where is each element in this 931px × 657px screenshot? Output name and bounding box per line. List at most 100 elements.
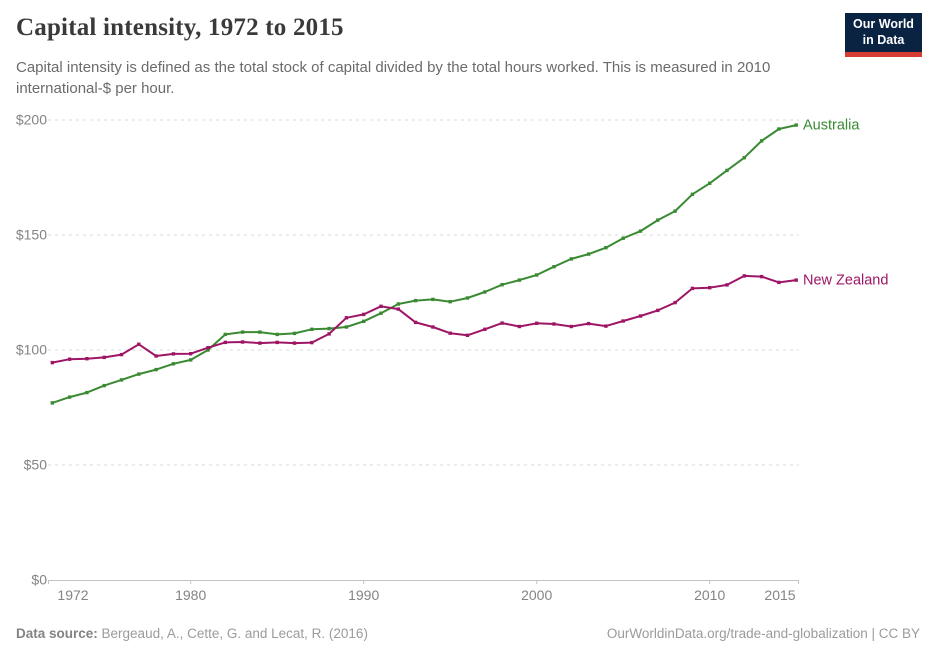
data-point-marker [725,168,729,173]
data-point-marker [448,300,452,304]
data-point-marker [621,319,625,323]
x-axis-label: 2000 [521,587,552,603]
owid-logo-text-line2: in Data [862,32,905,47]
data-point-marker [206,346,210,350]
data-point-marker [310,340,314,345]
data-point-marker [690,192,695,196]
data-point-marker [344,325,349,329]
data-point-marker [552,265,556,269]
data-source-text: Bergeaud, A., Cette, G. and Lecat, R. (2… [97,626,368,641]
data-point-marker [223,340,227,345]
data-point-marker [50,360,54,365]
series-line-australia [51,124,798,404]
data-point-marker [759,139,764,143]
data-point-marker [102,355,106,360]
data-point-marker [171,362,176,366]
data-source-label: Data source: [16,626,98,641]
data-point-marker [638,229,643,233]
data-point-marker [483,290,487,294]
data-point-marker [396,302,400,306]
y-axis-label: $100 [16,342,47,358]
data-point-marker [535,321,539,325]
series-label-new-zealand: New Zealand [803,273,888,289]
data-point-marker [690,286,695,291]
x-axis-label: 1972 [57,587,88,603]
data-point-marker [638,314,643,318]
data-point-marker [327,332,331,336]
owid-url-license: OurWorldinData.org/trade-and-globalizati… [606,626,920,641]
data-point-marker [154,354,158,358]
data-point-marker [171,352,176,356]
data-point-marker [379,311,383,315]
data-point-marker [777,280,781,285]
data-point-marker [604,324,608,328]
data-point-marker [292,331,297,336]
data-point-marker [189,352,193,356]
data-point-marker [431,297,435,302]
data-point-marker [465,296,470,300]
x-axis-label: 1990 [348,587,379,603]
data-point-marker [448,331,452,335]
data-point-marker [258,330,262,334]
data-point-marker [275,332,279,337]
data-point-marker [67,395,72,399]
series-line-new-zealand [51,274,798,364]
data-point-marker [777,127,781,131]
data-point-marker [708,286,712,290]
owid-logo-text-line1: Our World [853,16,914,31]
data-point-marker [431,325,435,329]
data-point-marker [396,307,400,311]
data-point-marker [517,278,522,282]
data-point-marker [586,252,591,256]
data-point-marker [240,330,245,334]
data-point-marker [154,367,158,372]
data-point-marker [586,321,591,326]
data-point-marker [102,383,106,388]
data-point-marker [500,321,504,325]
data-point-marker [344,316,349,320]
data-point-marker [119,352,124,357]
data-point-marker [413,320,418,325]
data-point-marker [483,327,487,331]
data-source-note: Data source: Bergeaud, A., Cette, G. and… [16,626,368,641]
data-point-marker [535,273,539,277]
x-axis-label: 2015 [764,587,795,603]
x-axis-label: 1980 [175,587,206,603]
data-point-marker [621,236,625,240]
data-point-marker [67,357,72,361]
data-point-marker [119,378,124,382]
data-point-marker [413,298,418,303]
data-point-marker [569,324,573,329]
data-point-marker [327,326,331,331]
data-point-marker [500,283,504,287]
data-point-marker [552,322,556,326]
data-point-marker [708,181,712,185]
owid-logo: Our World in Data [845,13,922,57]
data-point-marker [292,341,297,345]
y-axis-label: $150 [16,227,47,243]
y-axis-label: $0 [31,572,47,588]
data-point-marker [85,390,89,395]
data-point-marker [85,357,89,361]
data-point-marker [189,358,193,362]
y-axis-label: $50 [24,457,48,473]
data-point-marker [362,312,366,317]
data-point-marker [794,123,798,127]
data-point-marker [673,209,677,213]
data-point-marker [569,257,573,261]
series-label-australia: Australia [803,118,860,134]
data-point-marker [725,283,729,287]
data-point-marker [794,278,798,282]
data-point-marker [258,341,262,345]
data-point-marker [759,274,764,279]
data-point-marker [137,342,141,346]
data-point-marker [310,327,314,331]
chart-footer: Data source: Bergeaud, A., Cette, G. and… [0,618,931,657]
data-point-marker [656,308,660,313]
y-axis-label: $200 [16,112,47,128]
data-point-marker [465,333,470,337]
data-point-marker [673,300,677,305]
data-point-marker [275,340,279,345]
